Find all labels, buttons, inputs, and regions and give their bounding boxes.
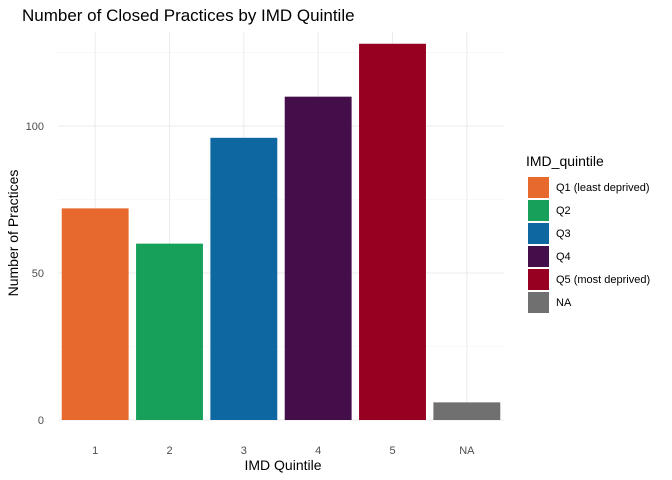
y-tick-label: 50 xyxy=(32,268,44,280)
legend-label: NA xyxy=(556,297,572,309)
bar-5 xyxy=(359,43,426,421)
x-tick-label: NA xyxy=(459,445,475,457)
legend-swatch xyxy=(528,223,549,244)
x-tick-labels: 1 2 3 4 5 NA xyxy=(92,445,475,457)
bars xyxy=(61,43,501,421)
legend-label: Q5 (most deprived) xyxy=(556,274,650,286)
y-tick-label: 100 xyxy=(26,121,44,133)
bar-1 xyxy=(61,208,129,420)
x-tick-label: 3 xyxy=(241,445,247,457)
legend-swatch xyxy=(528,269,549,290)
y-tick-labels: 0 50 100 xyxy=(26,121,44,427)
legend-title: IMD_quintile xyxy=(526,153,604,169)
legend-label: Q2 xyxy=(556,205,571,217)
y-axis-title: Number of Practices xyxy=(5,170,21,297)
bar-na xyxy=(433,402,501,420)
legend-label: Q3 xyxy=(556,228,571,240)
chart-title: Number of Closed Practices by IMD Quinti… xyxy=(22,6,355,25)
legend-swatch xyxy=(528,246,549,267)
legend-swatch xyxy=(528,177,549,198)
legend-swatch xyxy=(528,292,549,313)
legend-label: Q1 (least deprived) xyxy=(556,182,650,194)
x-tick-label: 2 xyxy=(166,445,172,457)
bar-4 xyxy=(284,96,352,421)
x-axis-title: IMD Quintile xyxy=(244,457,321,473)
x-tick-label: 5 xyxy=(389,445,395,457)
y-tick-label: 0 xyxy=(38,415,44,427)
legend-items: Q1 (least deprived) Q2 Q3 Q4 Q5 (most depriv… xyxy=(528,177,650,313)
legend: IMD_quintile Q1 (least deprived) Q2 Q3 Q4 Q5… xyxy=(526,153,650,313)
x-tick-label: 4 xyxy=(315,445,321,457)
bar-2 xyxy=(136,243,203,420)
legend-label: Q4 xyxy=(556,251,571,263)
legend-swatch xyxy=(528,200,549,221)
bar-3 xyxy=(210,137,278,420)
x-tick-label: 1 xyxy=(92,445,98,457)
